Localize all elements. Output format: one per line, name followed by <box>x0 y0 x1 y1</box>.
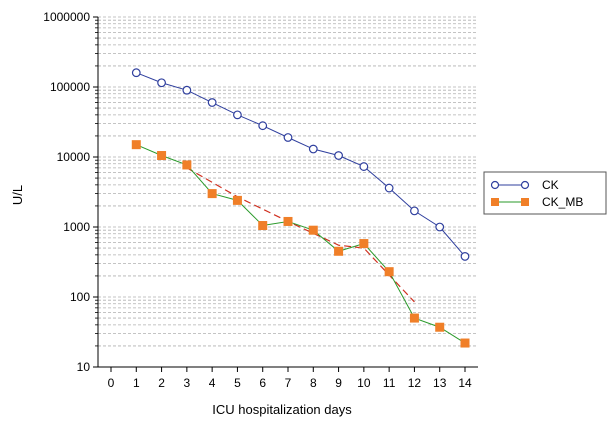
data-point-ck-mb <box>435 322 445 332</box>
data-point-ck-mb <box>258 221 268 231</box>
legend-marker-ck <box>490 180 500 190</box>
gridlines <box>98 16 478 347</box>
data-point-ck <box>157 78 166 88</box>
legend: CK CK_MB <box>483 171 607 215</box>
x-tick-label: 12 <box>408 376 422 390</box>
x-tick-label: 9 <box>335 376 342 390</box>
data-point-ck-mb <box>334 246 344 256</box>
trend-lines <box>186 167 415 303</box>
data-point-ck <box>131 68 141 78</box>
x-tick-label: 0 <box>108 376 115 390</box>
x-tick-label: 8 <box>310 376 317 390</box>
data-point-ck-mb <box>232 195 242 205</box>
y-tick-label: 100 <box>70 290 90 304</box>
data-point-ck <box>283 133 293 142</box>
data-point-ck <box>182 85 192 95</box>
y-axis-label: U/L <box>10 185 25 205</box>
x-tick-label: 7 <box>285 376 292 390</box>
y-tick-label: 10 <box>77 360 91 374</box>
x-tick-label: 6 <box>259 376 266 390</box>
legend-label-ck: CK <box>542 178 559 192</box>
series-line-ck-mb <box>136 144 466 344</box>
x-tick-label: 4 <box>209 376 216 390</box>
data-point-ck <box>410 206 419 216</box>
data-point-ck <box>460 252 470 261</box>
data-point-ck <box>384 183 394 193</box>
data-point-ck-mb <box>384 267 394 277</box>
data-point-ck <box>308 144 318 154</box>
x-tick-label: 2 <box>158 376 165 390</box>
legend-box <box>483 171 607 215</box>
data-point-ck-mb <box>359 239 369 249</box>
x-tick-label: 5 <box>234 376 241 390</box>
data-point-ck-mb <box>182 160 192 170</box>
y-tick-label: 1000000 <box>43 10 90 24</box>
x-tick-label: 3 <box>184 376 191 390</box>
x-tick-label: 14 <box>458 376 472 390</box>
trend-line <box>186 167 415 303</box>
series-group <box>131 68 470 348</box>
y-tick-label: 10000 <box>57 150 91 164</box>
x-tick-label: 1 <box>133 376 140 390</box>
data-point-ck <box>435 222 445 232</box>
axes <box>93 16 478 372</box>
data-point-ck <box>207 98 217 107</box>
x-tick-labels: 0 1 2 3 4 5 6 7 8 9 10 11 12 13 14 <box>108 376 472 390</box>
data-point-ck-mb <box>207 189 217 199</box>
data-point-ck-mb <box>131 140 141 150</box>
legend-label-ckmb: CK_MB <box>542 195 583 209</box>
legend-marker-ckmb <box>491 198 499 206</box>
data-point-ck <box>258 121 268 131</box>
data-point-ck-mb <box>308 225 318 235</box>
data-point-ck-mb <box>157 151 167 161</box>
x-tick-label: 10 <box>357 376 371 390</box>
data-point-ck <box>334 151 343 160</box>
series-line-ck <box>136 72 466 257</box>
x-axis-label: ICU hospitalization days <box>212 402 352 417</box>
legend-marker-ck-2 <box>520 180 530 190</box>
data-point-ck <box>359 162 369 171</box>
y-tick-label: 100000 <box>50 80 90 94</box>
data-point-ck-mb <box>460 338 470 348</box>
y-tick-label: 1000 <box>63 220 90 234</box>
data-point-ck <box>233 110 242 120</box>
y-tick-labels: 10 100 1000 10000 100000 1000000 <box>43 10 90 374</box>
legend-marker-ckmb-2 <box>521 198 529 206</box>
data-point-ck-mb <box>409 313 419 323</box>
x-tick-label: 13 <box>433 376 447 390</box>
x-tick-label: 11 <box>383 376 396 390</box>
data-point-ck-mb <box>283 216 293 226</box>
